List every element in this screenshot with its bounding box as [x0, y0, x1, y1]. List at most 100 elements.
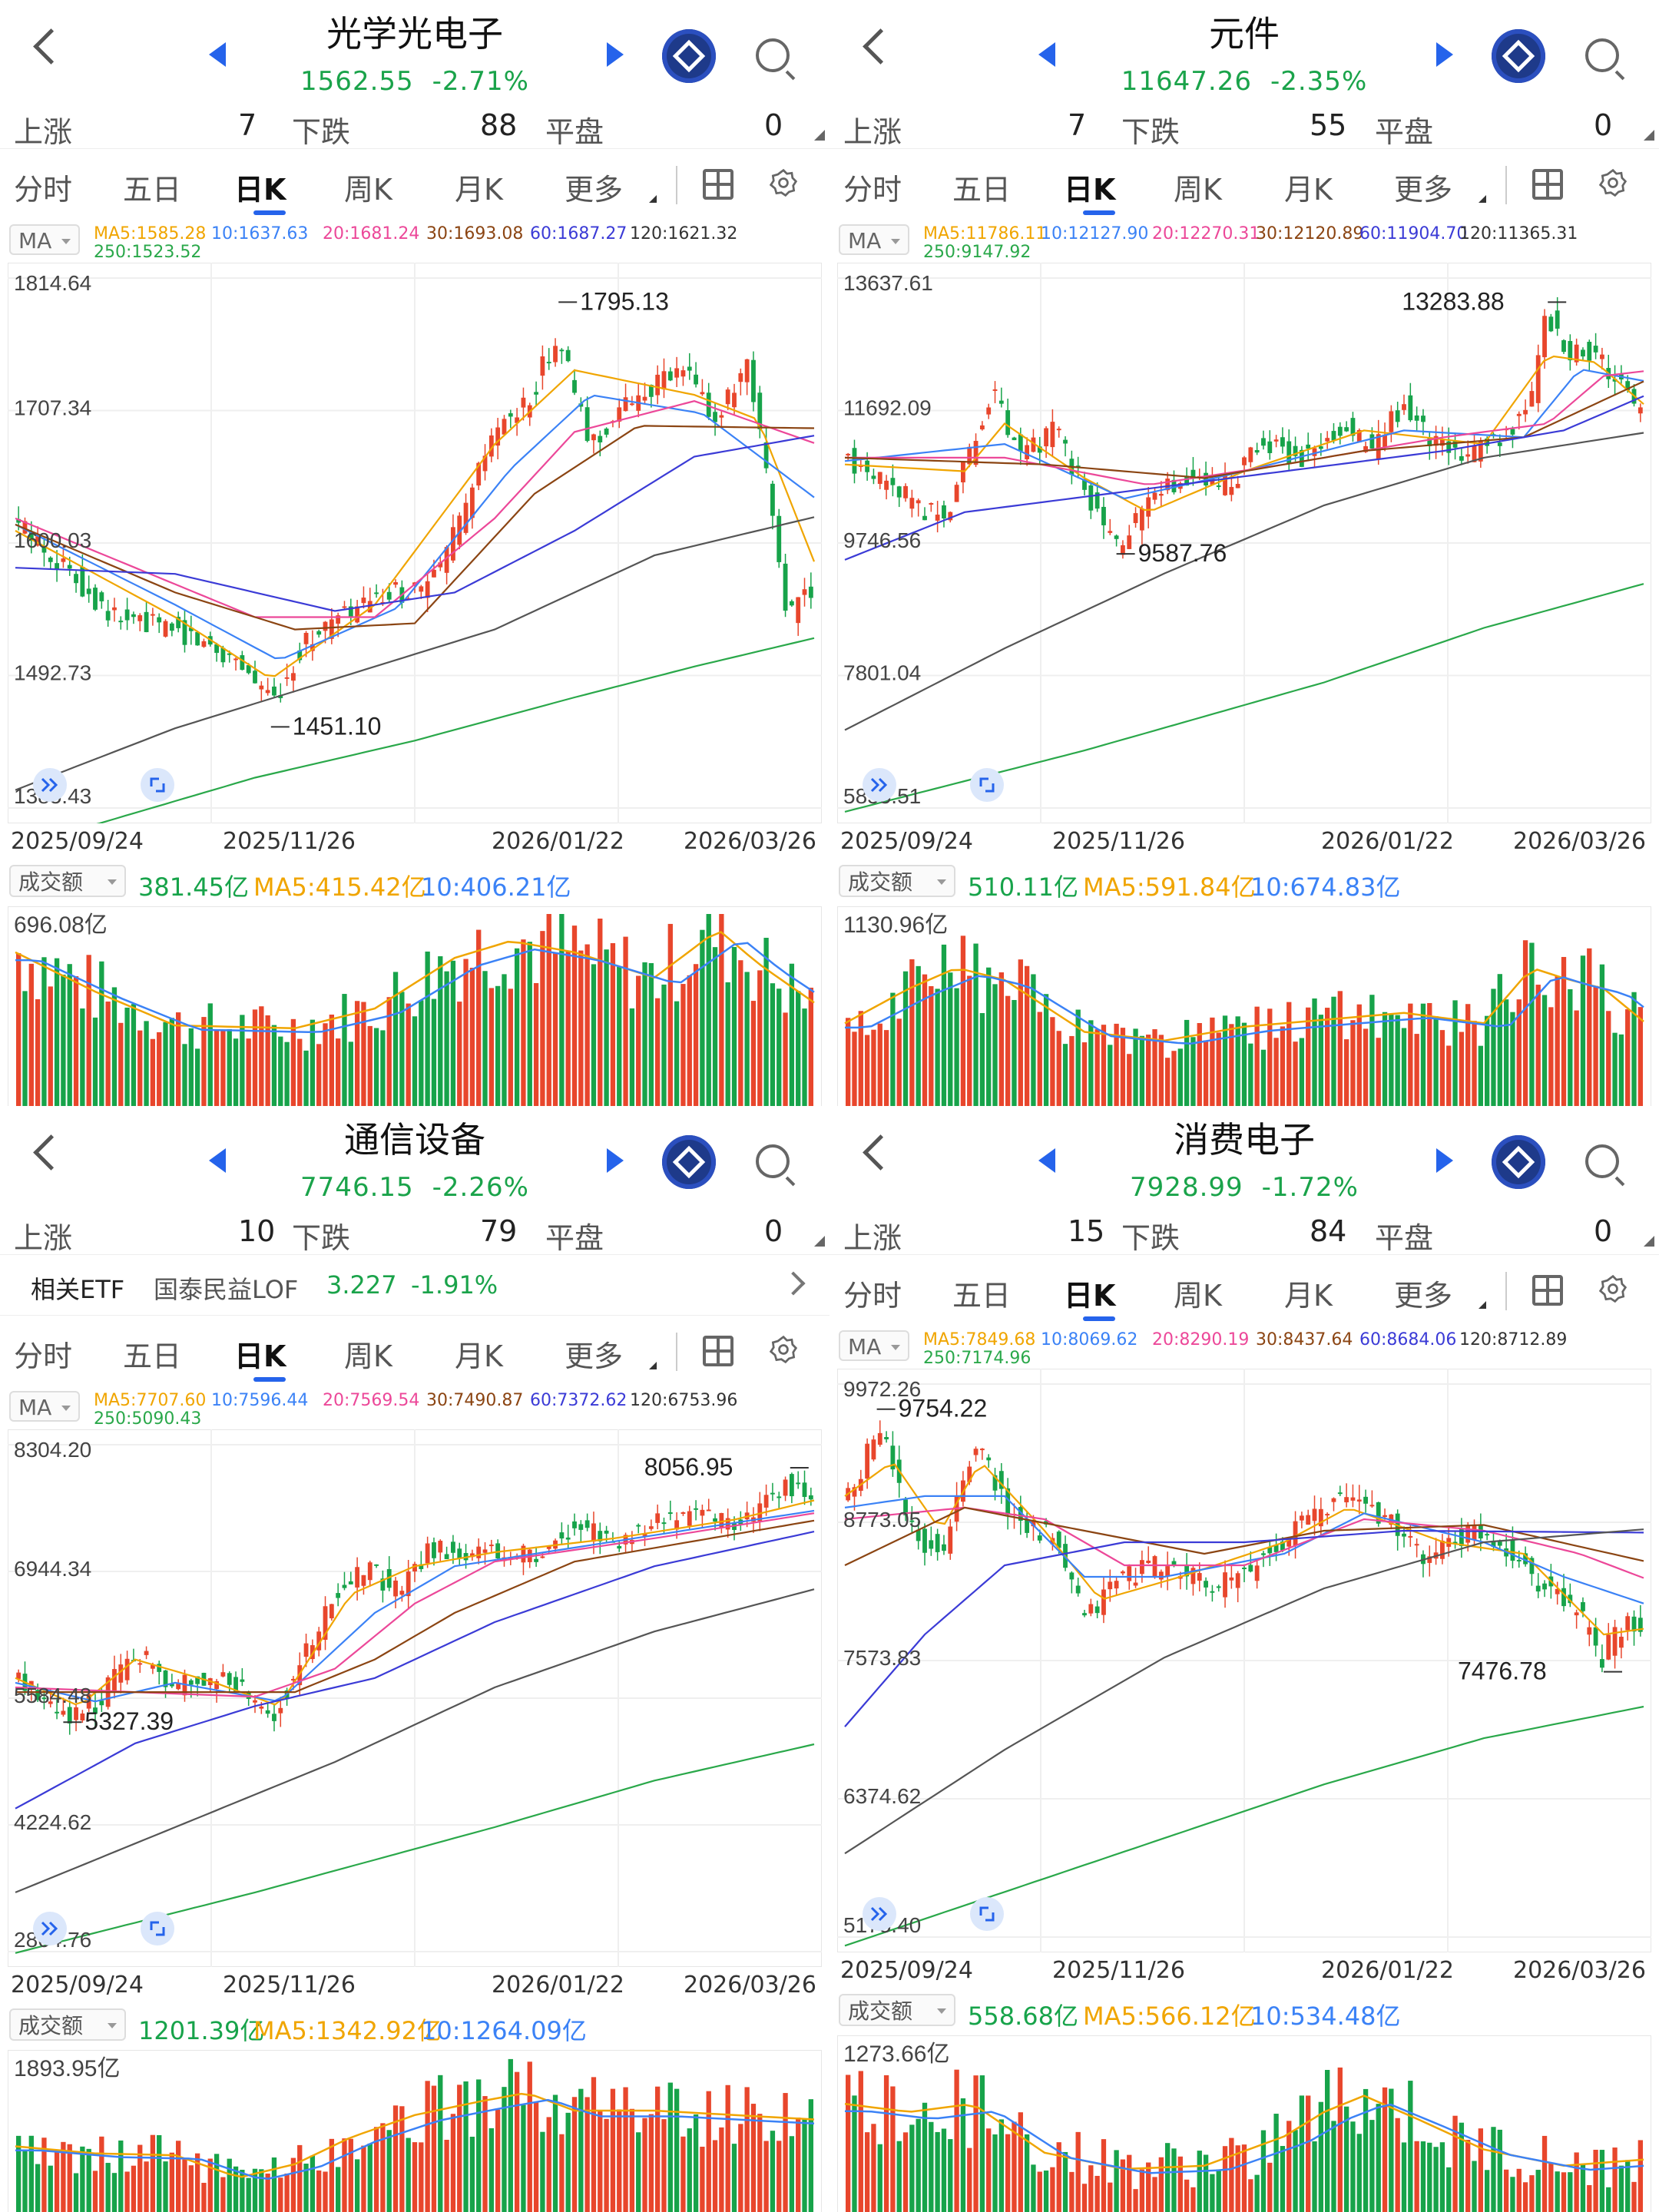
settings-gear-icon[interactable]: [768, 1334, 799, 1365]
tab-1[interactable]: 五日: [123, 1339, 182, 1373]
more-dropdown-icon[interactable]: [649, 1362, 657, 1369]
ma-line-ma5: [15, 1499, 815, 1706]
kline-svg[interactable]: 1814.641707.341600.031492.731385.431795.…: [8, 263, 822, 823]
tab-4[interactable]: 月K: [1284, 173, 1333, 207]
more-dropdown-icon[interactable]: [1479, 195, 1486, 203]
grid-layout-icon[interactable]: [703, 169, 733, 200]
prev-triangle-icon[interactable]: [1038, 1148, 1055, 1173]
tab-4[interactable]: 月K: [1284, 1279, 1333, 1313]
ma-selector[interactable]: MA: [9, 224, 80, 255]
search-icon[interactable]: [756, 38, 790, 72]
next-triangle-icon[interactable]: [607, 42, 624, 67]
grid-layout-icon[interactable]: [703, 1336, 733, 1366]
candle-body: [1414, 1544, 1419, 1546]
candle-body: [463, 502, 469, 533]
volume-chart[interactable]: 1130.96亿: [837, 906, 1659, 1106]
volume-selector[interactable]: 成交额: [9, 865, 126, 897]
more-dropdown-icon[interactable]: [1479, 1301, 1486, 1309]
candlestick-chart[interactable]: 8304.206944.345584.484224.622864.768056.…: [8, 1429, 830, 1967]
tab-0[interactable]: 分时: [14, 173, 73, 207]
tab-0[interactable]: 分时: [843, 1279, 902, 1313]
ma-selector[interactable]: MA: [839, 224, 909, 255]
volume-chart[interactable]: 1273.66亿: [837, 2035, 1659, 2212]
volume-chart[interactable]: 696.08亿: [8, 906, 830, 1106]
settings-gear-icon[interactable]: [1598, 1273, 1628, 1304]
candlestick-chart[interactable]: 13637.6111692.099746.567801.045855.51132…: [837, 263, 1659, 823]
tab-2[interactable]: 日K: [234, 173, 286, 207]
volume-bar: [1164, 2143, 1171, 2212]
tab-0[interactable]: 分时: [843, 173, 902, 207]
tab-5[interactable]: 更多: [565, 173, 624, 207]
tab-2[interactable]: 日K: [1064, 173, 1116, 207]
ai-assistant-icon[interactable]: [1492, 29, 1545, 83]
tab-0[interactable]: 分时: [14, 1339, 73, 1373]
tab-5[interactable]: 更多: [1394, 173, 1453, 207]
grid-layout-icon[interactable]: [1532, 1275, 1563, 1306]
next-triangle-icon[interactable]: [607, 1148, 624, 1173]
volume-chart[interactable]: 1893.95亿: [8, 2050, 830, 2212]
related-etf-row[interactable]: 相关ETF 国泰民益LOF 3.227 -1.91%: [0, 1255, 830, 1316]
ma-selector[interactable]: MA: [9, 1391, 80, 1422]
tab-3[interactable]: 周K: [344, 1339, 392, 1373]
tab-3[interactable]: 周K: [1174, 173, 1222, 207]
tab-1[interactable]: 五日: [952, 173, 1012, 207]
next-triangle-icon[interactable]: [1436, 42, 1453, 67]
volume-svg[interactable]: 1893.95亿: [8, 2050, 822, 2212]
volume-bar: [1056, 2142, 1061, 2212]
volume-bar: [303, 1050, 309, 1106]
tab-1[interactable]: 五日: [123, 173, 182, 207]
fullscreen-icon[interactable]: [141, 768, 174, 802]
tab-2[interactable]: 日K: [1064, 1279, 1116, 1313]
date-tick: 2026/03/26: [684, 828, 816, 855]
tab-4[interactable]: 月K: [455, 1339, 503, 1373]
more-dropdown-icon[interactable]: [649, 195, 657, 203]
volume-bar: [278, 2177, 283, 2212]
grid-layout-icon[interactable]: [1532, 169, 1563, 200]
prev-triangle-icon[interactable]: [209, 1148, 226, 1173]
ai-assistant-icon[interactable]: [662, 1135, 716, 1189]
expand-corner-icon[interactable]: [814, 130, 825, 141]
search-icon[interactable]: [1585, 1144, 1619, 1178]
candle-body: [1472, 1525, 1477, 1540]
volume-selector[interactable]: 成交额: [839, 1994, 955, 2026]
search-icon[interactable]: [756, 1144, 790, 1178]
fullscreen-icon[interactable]: [970, 1897, 1004, 1931]
volume-selector[interactable]: 成交额: [9, 2008, 126, 2041]
fullscreen-icon[interactable]: [970, 768, 1004, 802]
ma-selector[interactable]: MA: [839, 1330, 909, 1361]
volume-svg[interactable]: 696.08亿: [8, 906, 822, 1106]
search-icon[interactable]: [1585, 38, 1619, 72]
candle-body: [553, 346, 558, 363]
tab-3[interactable]: 周K: [1174, 1279, 1222, 1313]
prev-triangle-icon[interactable]: [1038, 42, 1055, 67]
tab-5[interactable]: 更多: [1394, 1279, 1453, 1313]
kline-svg[interactable]: 8304.206944.345584.484224.622864.768056.…: [8, 1429, 822, 1967]
settings-gear-icon[interactable]: [768, 167, 799, 198]
ai-assistant-icon[interactable]: [1492, 1135, 1545, 1189]
kline-svg[interactable]: 9972.268773.057573.836374.625175.409754.…: [837, 1369, 1651, 1952]
prev-triangle-icon[interactable]: [209, 42, 226, 67]
candlestick-chart[interactable]: 9972.268773.057573.836374.625175.409754.…: [837, 1369, 1659, 1952]
volume-selector[interactable]: 成交额: [839, 865, 955, 897]
volume-bar: [1018, 959, 1023, 1106]
volume-bar: [1382, 1012, 1388, 1106]
candlestick-chart[interactable]: 1814.641707.341600.031492.731385.431795.…: [8, 263, 830, 823]
volume-bar: [770, 983, 776, 1106]
next-triangle-icon[interactable]: [1436, 1148, 1453, 1173]
volume-svg[interactable]: 1130.96亿: [837, 906, 1651, 1106]
expand-corner-icon[interactable]: [814, 1236, 825, 1247]
kline-svg[interactable]: 13637.6111692.099746.567801.045855.51132…: [837, 263, 1651, 823]
settings-gear-icon[interactable]: [1598, 167, 1628, 198]
tab-1[interactable]: 五日: [952, 1279, 1012, 1313]
volume-svg[interactable]: 1273.66亿: [837, 2035, 1651, 2212]
expand-corner-icon[interactable]: [1644, 130, 1654, 141]
tab-5[interactable]: 更多: [565, 1339, 624, 1373]
expand-corner-icon[interactable]: [1644, 1236, 1654, 1247]
y-tick-label: 6944.34: [14, 1557, 91, 1581]
tab-2[interactable]: 日K: [234, 1339, 286, 1373]
tab-3[interactable]: 周K: [344, 173, 392, 207]
chevron-right-icon[interactable]: [781, 1271, 806, 1296]
ai-assistant-icon[interactable]: [662, 29, 716, 83]
fullscreen-icon[interactable]: [141, 1912, 174, 1945]
tab-4[interactable]: 月K: [455, 173, 503, 207]
